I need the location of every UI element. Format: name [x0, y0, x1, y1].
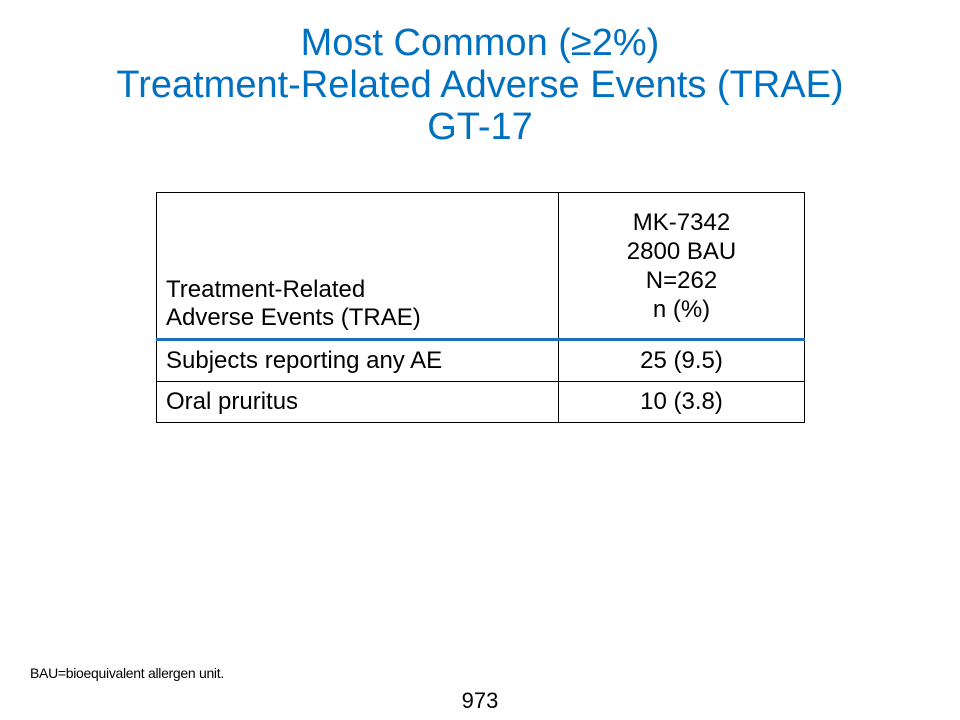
page-number: 973 [461, 688, 499, 713]
slide-title: Most Common (≥2%) Treatment-Related Adve… [0, 22, 960, 148]
slide-title-line-3: GT-17 [427, 106, 533, 148]
header-arm-n: N=262 [645, 266, 718, 294]
row-event-name: Subjects reporting any AE [156, 339, 559, 382]
slide-title-line-1: Most Common (≥2%) [300, 22, 660, 64]
row-event-name: Oral pruritus [156, 381, 559, 423]
table-row: Oral pruritus 10 (3.8) [156, 381, 805, 423]
header-treatment-arm-column: MK-7342 2800 BAU N=262 n (%) [558, 192, 805, 341]
adverse-events-table: Treatment-Related Adverse Events (TRAE) … [156, 192, 805, 423]
header-event-line-2: Adverse Events (TRAE) [166, 304, 421, 331]
header-event-line-1: Treatment-Related [166, 276, 366, 303]
slide-title-line-2: Treatment-Related Adverse Events (TRAE) [116, 64, 844, 106]
table-header-row: Treatment-Related Adverse Events (TRAE) … [156, 192, 805, 341]
table-body: Subjects reporting any AE 25 (9.5) Oral … [156, 339, 805, 423]
header-arm-drug: MK-7342 [632, 208, 731, 236]
header-arm-unit: n (%) [652, 295, 711, 323]
header-arm-dose: 2800 BAU [626, 237, 737, 265]
row-event-value: 25 (9.5) [558, 339, 805, 382]
table-row: Subjects reporting any AE 25 (9.5) [156, 339, 805, 382]
row-event-value: 10 (3.8) [558, 381, 805, 423]
footnote: BAU=bioequivalent allergen unit. [30, 665, 224, 681]
header-event-column: Treatment-Related Adverse Events (TRAE) [156, 192, 559, 341]
table-header: Treatment-Related Adverse Events (TRAE) … [156, 192, 805, 341]
